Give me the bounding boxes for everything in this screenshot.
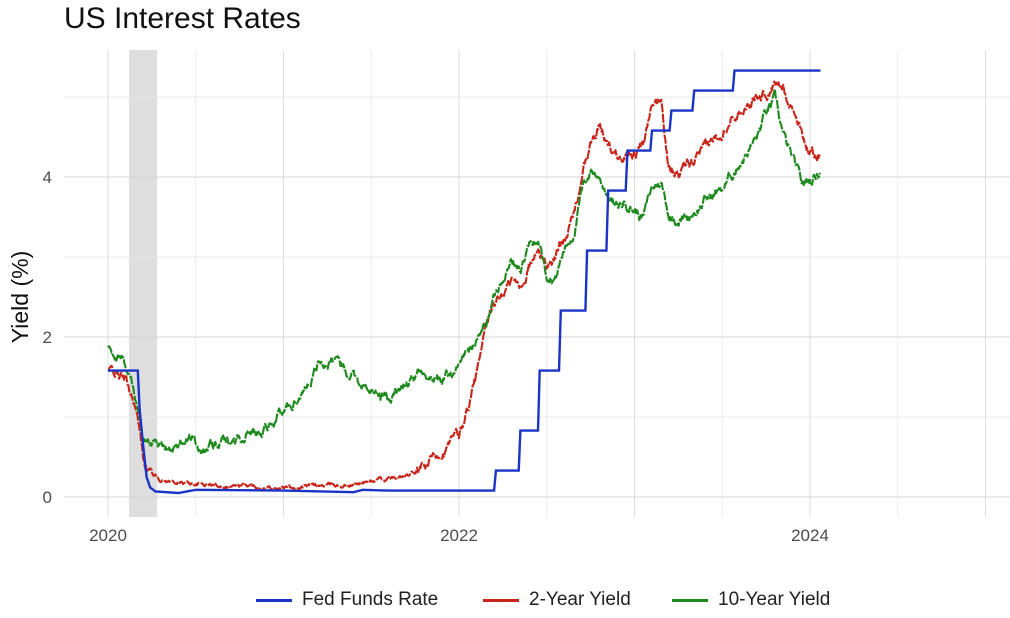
series-line <box>108 69 821 495</box>
series-line <box>107 80 822 492</box>
legend-swatch <box>672 598 708 602</box>
legend-label: 10-Year Yield <box>718 589 831 610</box>
chart-title: US Interest Rates <box>64 2 301 35</box>
y-axis-title: Yield (%) <box>7 251 33 343</box>
y-tick-label: 0 <box>43 488 52 507</box>
series-layer <box>107 69 822 495</box>
legend-item: 2-Year Yield <box>483 585 631 615</box>
series-fed-funds-rate <box>108 69 821 495</box>
y-tick-label: 4 <box>43 168 52 187</box>
tick-label-layer: 2020 2022 2024 0 2 4 <box>43 168 829 545</box>
x-tick-label: 2020 <box>89 526 127 545</box>
legend-swatch <box>483 598 519 602</box>
legend-label: 2-Year Yield <box>529 589 631 610</box>
series-line <box>107 87 822 455</box>
legend-swatch <box>256 598 292 602</box>
legend-item: 10-Year Yield <box>672 585 830 615</box>
legend-label: Fed Funds Rate <box>302 589 439 610</box>
legend: Fed Funds Rate 2-Year Yield 10-Year Yield <box>0 585 1010 615</box>
series-10-year-yield <box>107 87 822 455</box>
y-tick-label: 2 <box>43 328 52 347</box>
series-2-year-yield <box>107 80 822 492</box>
grid-layer <box>64 50 1010 517</box>
x-tick-label: 2024 <box>791 526 829 545</box>
legend-item: Fed Funds Rate <box>256 585 438 615</box>
x-tick-label: 2022 <box>440 526 478 545</box>
